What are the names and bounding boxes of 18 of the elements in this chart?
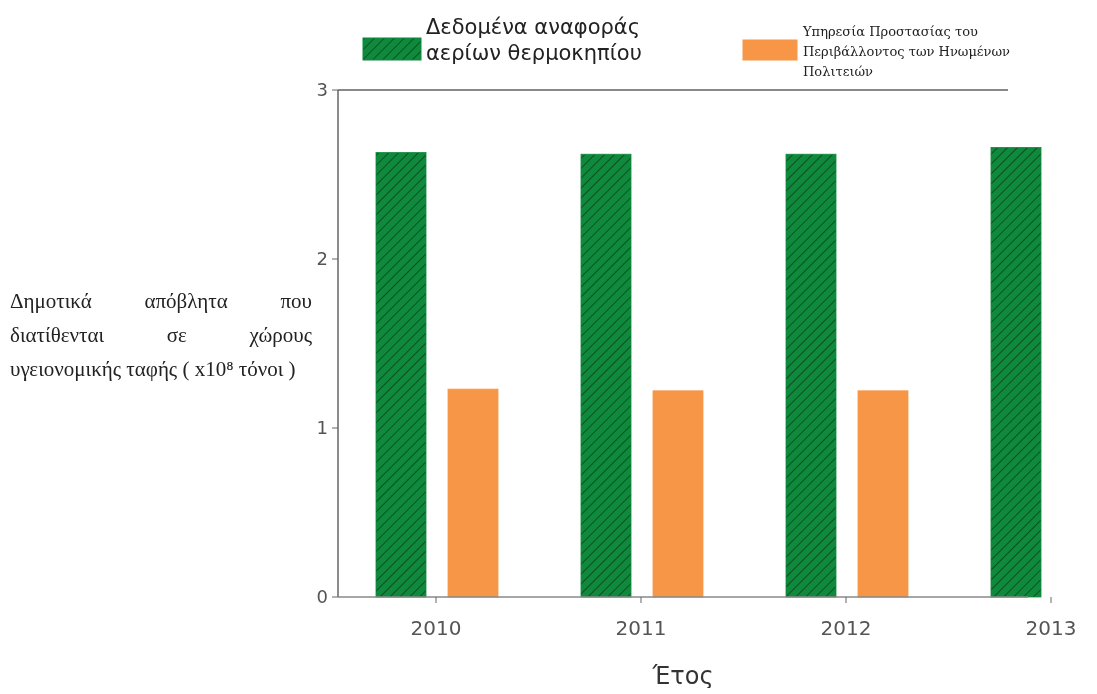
x-tick-label: 2012 (820, 616, 872, 640)
bar (580, 153, 632, 598)
legend-label: Δεδομένα αναφοράς αερίων θερμοκηπίου (426, 15, 642, 65)
bar (857, 390, 909, 598)
y-tick-label: 1 (316, 417, 328, 439)
y-tick-label: 2 (316, 248, 328, 270)
y-tick-label: 3 (316, 79, 328, 101)
bar (652, 390, 704, 598)
x-tick-label: 2013 (1025, 616, 1077, 640)
bar (785, 153, 837, 598)
bar (990, 147, 1042, 598)
bar (447, 388, 499, 598)
x-tick-label: 2010 (410, 616, 462, 640)
y-axis-title: Δημοτικά απόβλητα που διατίθενται σε χώρους υγειονομικής ταφής ( x10⁸ τόνοι ) (10, 288, 312, 383)
y-tick-label: 0 (316, 586, 328, 608)
x-tick-label: 2011 (615, 616, 667, 640)
legend-label: Υπηρεσία Προστασίας του Περιβάλλοντος των Ηνωμένων Πολιτειών (802, 24, 1011, 79)
bar (375, 152, 427, 598)
